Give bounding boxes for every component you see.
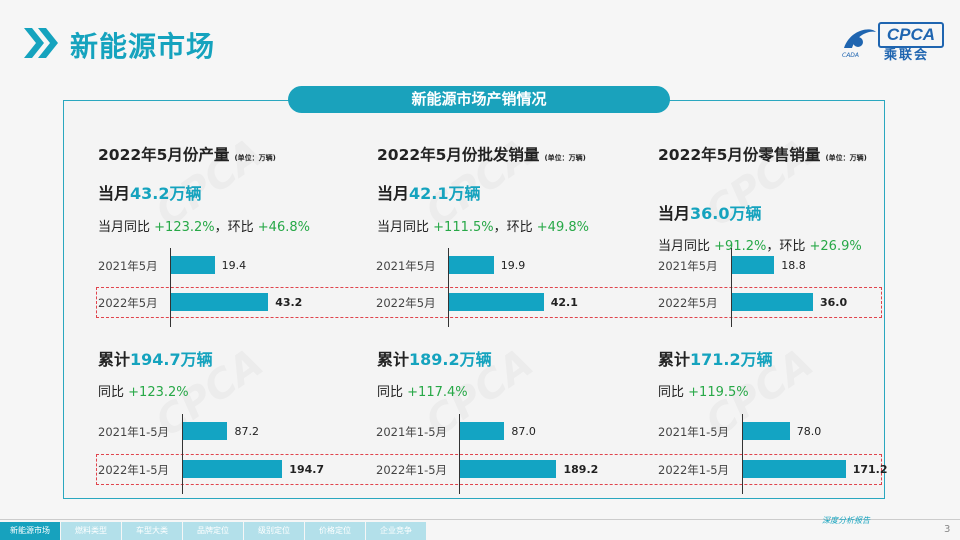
data-label: 87.0	[511, 425, 536, 438]
footer-tab-price[interactable]: 价格定位	[305, 522, 365, 540]
footer-tab-fuel[interactable]: 燃料类型	[61, 522, 121, 540]
bar	[732, 256, 775, 274]
category-label: 2021年1-5月	[376, 425, 448, 439]
bar	[460, 422, 505, 440]
bar	[460, 460, 557, 478]
bar	[449, 293, 544, 311]
bar	[743, 422, 790, 440]
col3-month-total: 当月36.0万辆	[658, 204, 762, 223]
data-label: 171.2	[852, 463, 888, 476]
panel-title: 新能源市场产销情况	[288, 86, 670, 113]
footer-tab-level[interactable]: 级别定位	[244, 522, 304, 540]
data-label: 42.1	[550, 296, 578, 309]
bar	[449, 256, 494, 274]
data-label: 43.2	[275, 296, 303, 309]
bar	[183, 422, 228, 440]
col1-month-growth: 当月同比 +123.2%，环比 +46.8%	[98, 220, 310, 235]
category-label: 2021年1-5月	[658, 425, 730, 439]
category-label: 2022年1-5月	[98, 463, 170, 477]
col1-cum-total: 累计194.7万辆	[98, 350, 213, 369]
data-label: 78.0	[796, 425, 822, 438]
highlight-box-cumulative	[96, 454, 882, 485]
data-label: 36.0	[820, 296, 848, 309]
page-number: 3	[944, 524, 951, 535]
category-label: 2022年5月	[376, 296, 436, 310]
footer-note: 深度分析报告	[822, 516, 870, 525]
bar	[171, 256, 215, 274]
data-label: 19.4	[221, 259, 247, 272]
category-label: 2022年1-5月	[658, 463, 730, 477]
col2-month-total: 当月42.1万辆	[377, 184, 481, 203]
category-label: 2022年1-5月	[376, 463, 448, 477]
chart-axis	[459, 414, 460, 494]
bar	[743, 460, 846, 478]
footer-tab-company[interactable]: 企业竞争	[366, 522, 426, 540]
bar	[171, 293, 269, 311]
category-label: 2021年5月	[658, 259, 718, 273]
highlight-box-monthly	[96, 287, 882, 318]
svg-text:CADA: CADA	[842, 52, 859, 58]
data-label: 87.2	[234, 425, 259, 438]
chart-axis	[448, 248, 449, 327]
footer-tab-vehicle-class[interactable]: 车型大类	[122, 522, 182, 540]
chart-axis	[170, 248, 171, 327]
category-label: 2021年5月	[376, 259, 436, 273]
col2-month-growth: 当月同比 +111.5%，环比 +49.8%	[377, 220, 589, 235]
logo-cn: 乘联会	[884, 48, 930, 63]
col2-title: 2022年5月份批发销量 (单位：万辆)	[377, 146, 586, 164]
chart-axis	[731, 248, 732, 327]
col3-title: 2022年5月份零售销量 (单位：万辆)	[658, 146, 867, 164]
col3-cum-total: 累计171.2万辆	[658, 350, 773, 369]
category-label: 2022年5月	[98, 296, 158, 310]
bar	[732, 293, 813, 311]
data-label: 18.8	[781, 259, 806, 272]
footer-tab-new-energy[interactable]: 新能源市场	[0, 522, 60, 540]
chart-axis	[742, 414, 743, 494]
page-title: 新能源市场	[70, 30, 216, 63]
col3-cum-growth: 同比 +119.5%	[658, 385, 749, 400]
category-label: 2021年5月	[98, 259, 158, 273]
chart-axis	[182, 414, 183, 494]
footer-tabs: 新能源市场 燃料类型 车型大类 品牌定位 级别定位 价格定位 企业竞争	[0, 522, 427, 540]
footer-divider	[0, 519, 960, 520]
data-label: 19.9	[500, 259, 526, 272]
bar	[183, 460, 283, 478]
footer-tab-brand[interactable]: 品牌定位	[183, 522, 243, 540]
logo-brand: CPCA	[878, 22, 944, 48]
data-label: 189.2	[563, 463, 599, 476]
col3-month-growth: 当月同比 +91.2%，环比 +26.9%	[658, 239, 862, 254]
col1-cum-growth: 同比 +123.2%	[98, 385, 189, 400]
double-chevron-icon	[24, 28, 58, 58]
col1-month-total: 当月43.2万辆	[98, 184, 202, 203]
category-label: 2021年1-5月	[98, 425, 170, 439]
category-label: 2022年5月	[658, 296, 718, 310]
cpca-logo: CADA CPCA 乘联会	[838, 20, 944, 63]
logo-swirl-icon: CADA	[842, 29, 876, 58]
col1-title: 2022年5月份产量 (单位：万辆)	[98, 146, 276, 164]
col2-cum-total: 累计189.2万辆	[377, 350, 492, 369]
col2-cum-growth: 同比 +117.4%	[377, 385, 468, 400]
data-label: 194.7	[289, 463, 325, 476]
